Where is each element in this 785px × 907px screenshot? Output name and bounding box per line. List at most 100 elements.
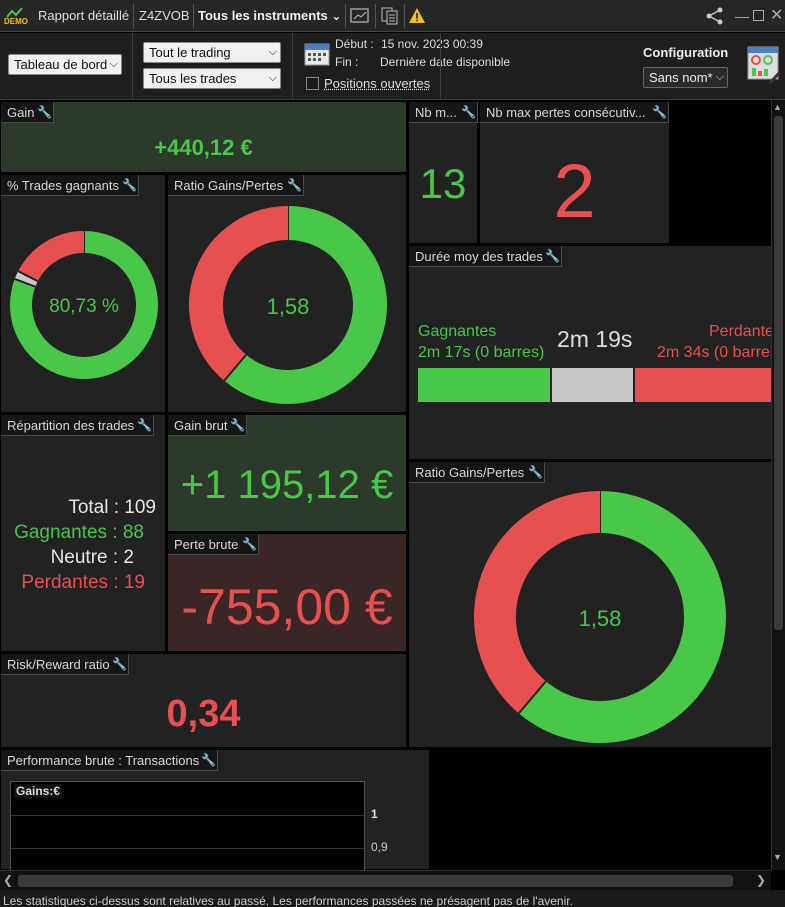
gain-value: +440,12 € — [154, 135, 253, 160]
distribution-neutral: Neutre : 2 — [50, 547, 134, 568]
wrench-icon[interactable]: 🔧 — [36, 102, 54, 123]
y-tick-label: 1 — [371, 807, 378, 821]
win-pct-value: 80,73 % — [49, 296, 119, 317]
performance-chart-area: Gains:€ — [10, 781, 365, 871]
title-bar: DEMO Rapport détaillé Z4ZVOB Tous les in… — [0, 0, 785, 32]
scroll-up-icon[interactable]: ▲ — [773, 102, 782, 112]
win-pct-slice-winners — [10, 231, 158, 379]
ratio-large-slice-losses — [474, 491, 601, 714]
avg-duration-loss-label: Perdantes — [709, 323, 782, 340]
gross-loss-value: -755,00 € — [181, 579, 393, 635]
wrench-icon[interactable]: 🔧 — [200, 750, 218, 771]
instruments-selector[interactable]: Tous les instruments ⌄ — [198, 8, 342, 23]
open-positions-label[interactable]: Positions ouvertes — [324, 76, 431, 91]
nb-max-losses-value: 2 — [553, 149, 596, 234]
trading-select[interactable]: Tout le trading ⌵ — [143, 42, 281, 63]
separator — [440, 33, 441, 99]
panel-title: % Trades gagnants — [1, 175, 127, 196]
panel-title: Gain — [1, 102, 42, 123]
win-pct-slice-neutral — [14, 271, 38, 287]
distribution-panel: Répartition des trades 🔧 Total : 109 Gag… — [0, 414, 166, 652]
disclaimer: Les statistiques ci-dessus sont relative… — [0, 890, 785, 907]
chart-window-icon[interactable] — [350, 7, 370, 25]
wrench-icon[interactable]: 🔧 — [136, 415, 154, 436]
account-selector[interactable]: Z4ZVOB — [139, 8, 190, 23]
maximize-icon[interactable] — [753, 10, 764, 21]
gain-panel: Gain 🔧 +440,12 € — [0, 101, 407, 173]
trades-select[interactable]: Tous les trades ⌵ — [143, 68, 281, 89]
start-date-value[interactable]: 15 nov. 2023 00:39 — [381, 37, 483, 51]
wrench-icon[interactable]: 🔧 — [286, 175, 304, 196]
ratio-small-value: 1,58 — [266, 294, 310, 319]
separator — [132, 33, 133, 99]
wrench-icon[interactable]: 🔧 — [241, 534, 259, 555]
wrench-icon[interactable]: 🔧 — [527, 462, 545, 483]
toolbar: Tableau de bord ⌵ Tout le trading ⌵ Tous l… — [0, 33, 785, 100]
wrench-icon[interactable]: 🔧 — [111, 654, 129, 675]
separator — [193, 4, 194, 28]
win-pct-panel: % Trades gagnants 🔧 80,73 % — [0, 174, 166, 413]
y-tick-label: 0,9 — [371, 840, 388, 854]
ratio-large-donut — [474, 491, 726, 743]
ratio-small-slice-losses — [189, 206, 289, 381]
wrench-icon[interactable]: 🔧 — [651, 102, 669, 123]
dashboard-select[interactable]: Tableau de bord ⌵ — [8, 54, 122, 75]
wrench-icon[interactable]: 🔧 — [544, 246, 562, 267]
win-pct-separator — [17, 270, 39, 283]
dashboard-settings-icon[interactable] — [746, 45, 782, 85]
chevron-down-icon: ⌵ — [268, 46, 277, 58]
separator — [345, 4, 346, 28]
ratio-large-slice-gains — [518, 491, 726, 743]
share-icon[interactable] — [705, 7, 725, 25]
win-pct-separator — [14, 277, 36, 288]
warning-icon[interactable] — [408, 7, 426, 25]
avg-duration-bar-win — [418, 368, 550, 402]
demo-badge: DEMO — [4, 17, 28, 26]
app-logo: DEMO — [4, 5, 30, 27]
chevron-down-icon: ⌵ — [715, 71, 724, 83]
gross-gain-panel: Gain brut 🔧 +1 195,12 € — [167, 414, 407, 532]
calendar-icon[interactable] — [304, 40, 330, 66]
ratio-large-separator — [518, 680, 547, 715]
avg-duration-win-label: Gagnantes — [418, 323, 497, 340]
avg-duration-loss-value: 2m 34s (0 barres) — [657, 344, 784, 361]
panel-title: Gain brut — [168, 415, 235, 436]
risk-reward-value: 0,34 — [166, 693, 241, 735]
close-icon[interactable]: ✕ — [770, 7, 784, 24]
scroll-thumb[interactable] — [18, 875, 733, 887]
scroll-right-icon[interactable]: ❯ — [756, 873, 767, 887]
horizontal-scrollbar[interactable]: ❮ ❯ — [0, 870, 771, 890]
avg-duration-panel: Durée moy des trades 🔧 Gagnantes 2m 17s … — [408, 245, 783, 460]
scroll-down-icon[interactable]: ▼ — [773, 852, 782, 862]
panel-title: Nb max pertes consécutiv... — [480, 102, 653, 123]
vertical-scrollbar[interactable]: ▲ ▼ — [771, 100, 785, 870]
start-date-label: Début : — [335, 37, 374, 51]
minimize-icon[interactable]: — — [735, 8, 749, 24]
panel-title: Ratio Gains/Pertes — [168, 175, 291, 196]
avg-duration-bar-loss — [635, 368, 773, 402]
gridline — [11, 815, 364, 816]
chevron-down-icon: ⌄ — [331, 9, 342, 23]
scroll-left-icon[interactable]: ❮ — [3, 873, 14, 887]
copy-report-icon[interactable] — [380, 6, 400, 26]
scroll-thumb[interactable] — [774, 116, 783, 630]
win-pct-slice-losers — [18, 231, 85, 282]
avg-duration-overall: 2m 19s — [557, 326, 633, 352]
performance-panel: Performance brute : Transactions 🔧 Gains… — [0, 749, 430, 871]
distribution-total: Total : 109 — [68, 497, 156, 518]
risk-reward-panel: Risk/Reward ratio 🔧 0,34 — [0, 653, 407, 748]
nb-m-panel: Nb m... 🔧 13 — [408, 101, 478, 244]
wrench-icon[interactable]: 🔧 — [460, 102, 478, 123]
wrench-icon[interactable]: 🔧 — [229, 415, 247, 436]
configuration-select[interactable]: Sans nom* ⌵ — [643, 67, 728, 88]
nb-m-value: 13 — [419, 160, 467, 207]
distribution-losers: Perdantes : 19 — [21, 572, 145, 593]
end-date-value[interactable]: Dernière date disponible — [380, 55, 511, 69]
configuration-title: Configuration — [643, 45, 729, 60]
gross-loss-panel: Perte brute 🔧 -755,00 € — [167, 533, 407, 652]
ratio-large-panel: Ratio Gains/Pertes 🔧 1,58 — [408, 461, 772, 748]
open-positions-checkbox[interactable] — [306, 77, 319, 90]
wrench-icon[interactable]: 🔧 — [121, 175, 139, 196]
avg-duration-win-value: 2m 17s (0 barres) — [418, 344, 545, 361]
gross-gain-value: +1 195,12 € — [180, 463, 394, 507]
